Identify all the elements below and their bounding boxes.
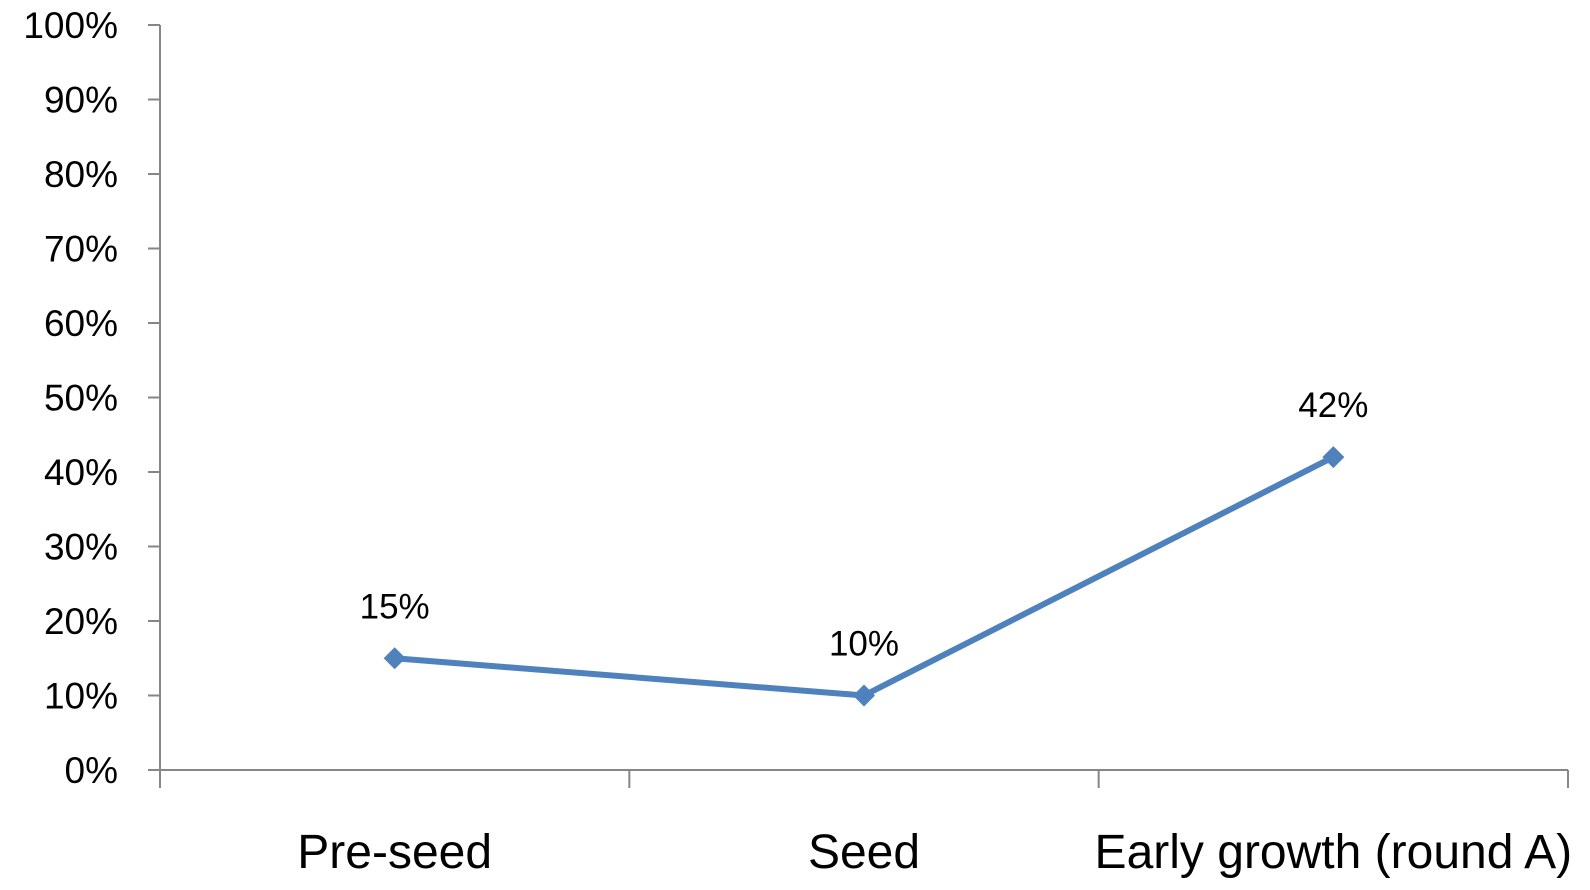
series-group xyxy=(383,446,1345,707)
y-tick-label: 10% xyxy=(44,676,118,717)
data-label: 10% xyxy=(829,625,899,664)
y-tick-label: 30% xyxy=(44,527,118,568)
y-tick-label: 60% xyxy=(44,303,118,344)
x-category-label: Early growth (round A) xyxy=(1095,826,1573,879)
x-category-label: Seed xyxy=(808,826,920,879)
y-tick-label: 90% xyxy=(44,80,118,121)
data-point-marker xyxy=(383,647,406,670)
y-tick-label: 20% xyxy=(44,601,118,642)
y-tick-label: 0% xyxy=(65,750,118,791)
y-tick-label: 40% xyxy=(44,452,118,493)
y-tick-label: 70% xyxy=(44,229,118,270)
x-axis: Pre-seed Seed Early growth (round A) xyxy=(159,769,1573,879)
x-category-label: Pre-seed xyxy=(297,826,492,879)
data-point-marker xyxy=(853,684,875,707)
y-tick-label: 80% xyxy=(44,154,118,195)
y-tick-label: 50% xyxy=(44,378,118,419)
data-label: 15% xyxy=(360,587,430,626)
data-point-marker xyxy=(1322,446,1345,469)
data-label: 42% xyxy=(1298,386,1368,425)
data-labels: 15% 10% 42% xyxy=(360,386,1369,663)
y-axis: 0% 10% 20% 30% 40% 50% 60% 70% 80% 90% 100% xyxy=(23,5,161,791)
y-tick-label: 100% xyxy=(23,5,118,46)
